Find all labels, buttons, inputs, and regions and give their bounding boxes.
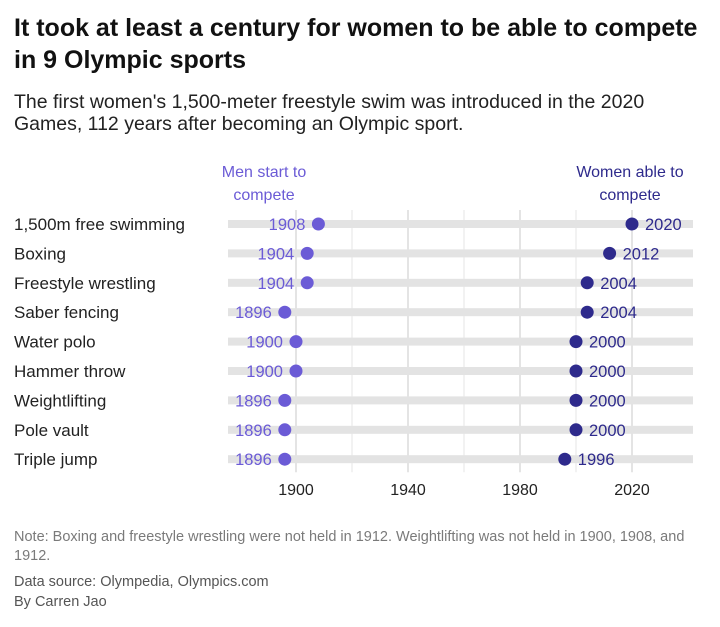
men-dot — [278, 393, 292, 407]
men-year-label: 1896 — [235, 304, 272, 322]
men-dots — [278, 217, 325, 466]
men-year-label: 1900 — [246, 363, 283, 381]
men-year-label: 1896 — [235, 392, 272, 410]
women-dots — [558, 217, 639, 466]
men-dot — [311, 217, 325, 231]
row-bar — [228, 337, 693, 346]
women-dot — [569, 364, 583, 378]
row-bar — [228, 367, 693, 375]
x-tick-label: 2020 — [614, 482, 650, 499]
men-year-labels: 1908 1904 1904 1896 1900 1900 1896 1896 1896 — [235, 216, 305, 469]
row-label: Freestyle wrestling — [14, 274, 156, 293]
x-tick-label: 1900 — [278, 482, 314, 499]
men-dot — [278, 423, 292, 437]
men-header-line1: Men start to — [222, 164, 307, 181]
women-dot — [580, 276, 594, 290]
row-label: Hammer throw — [14, 362, 126, 381]
row-labels: 1,500m free swimming Boxing Freestyle wres… — [14, 215, 185, 469]
men-year-label: 1904 — [257, 275, 294, 293]
women-year-label: 2012 — [623, 245, 660, 263]
row-label: 1,500m free swimming — [14, 215, 185, 234]
women-year-label: 2000 — [589, 422, 626, 440]
byline: By Carren Jao — [14, 594, 107, 610]
row-label: Triple jump — [14, 450, 97, 469]
men-year-label: 1900 — [246, 334, 283, 352]
men-year-label: 1896 — [235, 422, 272, 440]
row-label: Water polo — [14, 333, 96, 352]
men-year-label: 1904 — [257, 245, 294, 263]
women-year-label: 1996 — [578, 451, 615, 469]
women-year-label: 2020 — [645, 216, 682, 234]
dumbbell-chart: 1,500m free swimming Boxing Freestyle wres… — [14, 164, 693, 499]
data-source: Data source: Olympedia, Olympics.com — [14, 574, 269, 590]
row-bar — [228, 249, 693, 258]
women-dot — [569, 423, 583, 437]
women-header-line2: compete — [599, 187, 660, 204]
row-bars — [228, 220, 693, 464]
women-year-label: 2000 — [589, 363, 626, 381]
row-label: Pole vault — [14, 421, 89, 440]
men-dot — [300, 246, 314, 260]
men-dot — [289, 364, 303, 378]
women-dot — [558, 452, 572, 466]
women-header-line1: Women able to — [576, 164, 683, 181]
women-year-label: 2004 — [600, 275, 637, 293]
row-bar — [228, 278, 693, 287]
row-bar — [228, 425, 693, 434]
men-dot — [300, 276, 314, 290]
row-label: Boxing — [14, 244, 66, 263]
x-tick-label: 1980 — [502, 482, 538, 499]
chart-subtitle: The first women's 1,500-meter freestyle … — [14, 91, 645, 135]
women-year-label: 2004 — [600, 304, 637, 322]
column-headers: Men start to compete Women able to compete — [222, 164, 684, 204]
row-label: Saber fencing — [14, 303, 119, 322]
women-dot — [625, 217, 639, 231]
women-year-label: 2000 — [589, 392, 626, 410]
women-dot — [569, 393, 583, 407]
men-year-label: 1908 — [269, 216, 306, 234]
row-bar — [228, 455, 693, 464]
men-dot — [289, 335, 303, 349]
women-dot — [603, 246, 617, 260]
chart-title: It took at least a century for women to … — [14, 14, 698, 74]
x-tick-label: 1940 — [390, 482, 426, 499]
footnote: Note: Boxing and freestyle wrestling wer… — [14, 529, 685, 564]
row-bar — [228, 396, 693, 405]
women-dot — [580, 305, 594, 319]
men-dot — [278, 305, 292, 319]
women-year-label: 2000 — [589, 334, 626, 352]
men-header-line2: compete — [233, 187, 294, 204]
row-label: Weightlifting — [14, 391, 106, 410]
women-year-labels: 2020 2012 2004 2004 2000 2000 2000 2000 1996 — [578, 216, 682, 469]
row-bar — [228, 220, 693, 228]
row-bar — [228, 308, 693, 317]
men-year-label: 1896 — [235, 451, 272, 469]
women-dot — [569, 335, 583, 349]
x-axis-ticks: 1900 1940 1980 2020 — [278, 482, 650, 499]
men-dot — [278, 452, 292, 466]
